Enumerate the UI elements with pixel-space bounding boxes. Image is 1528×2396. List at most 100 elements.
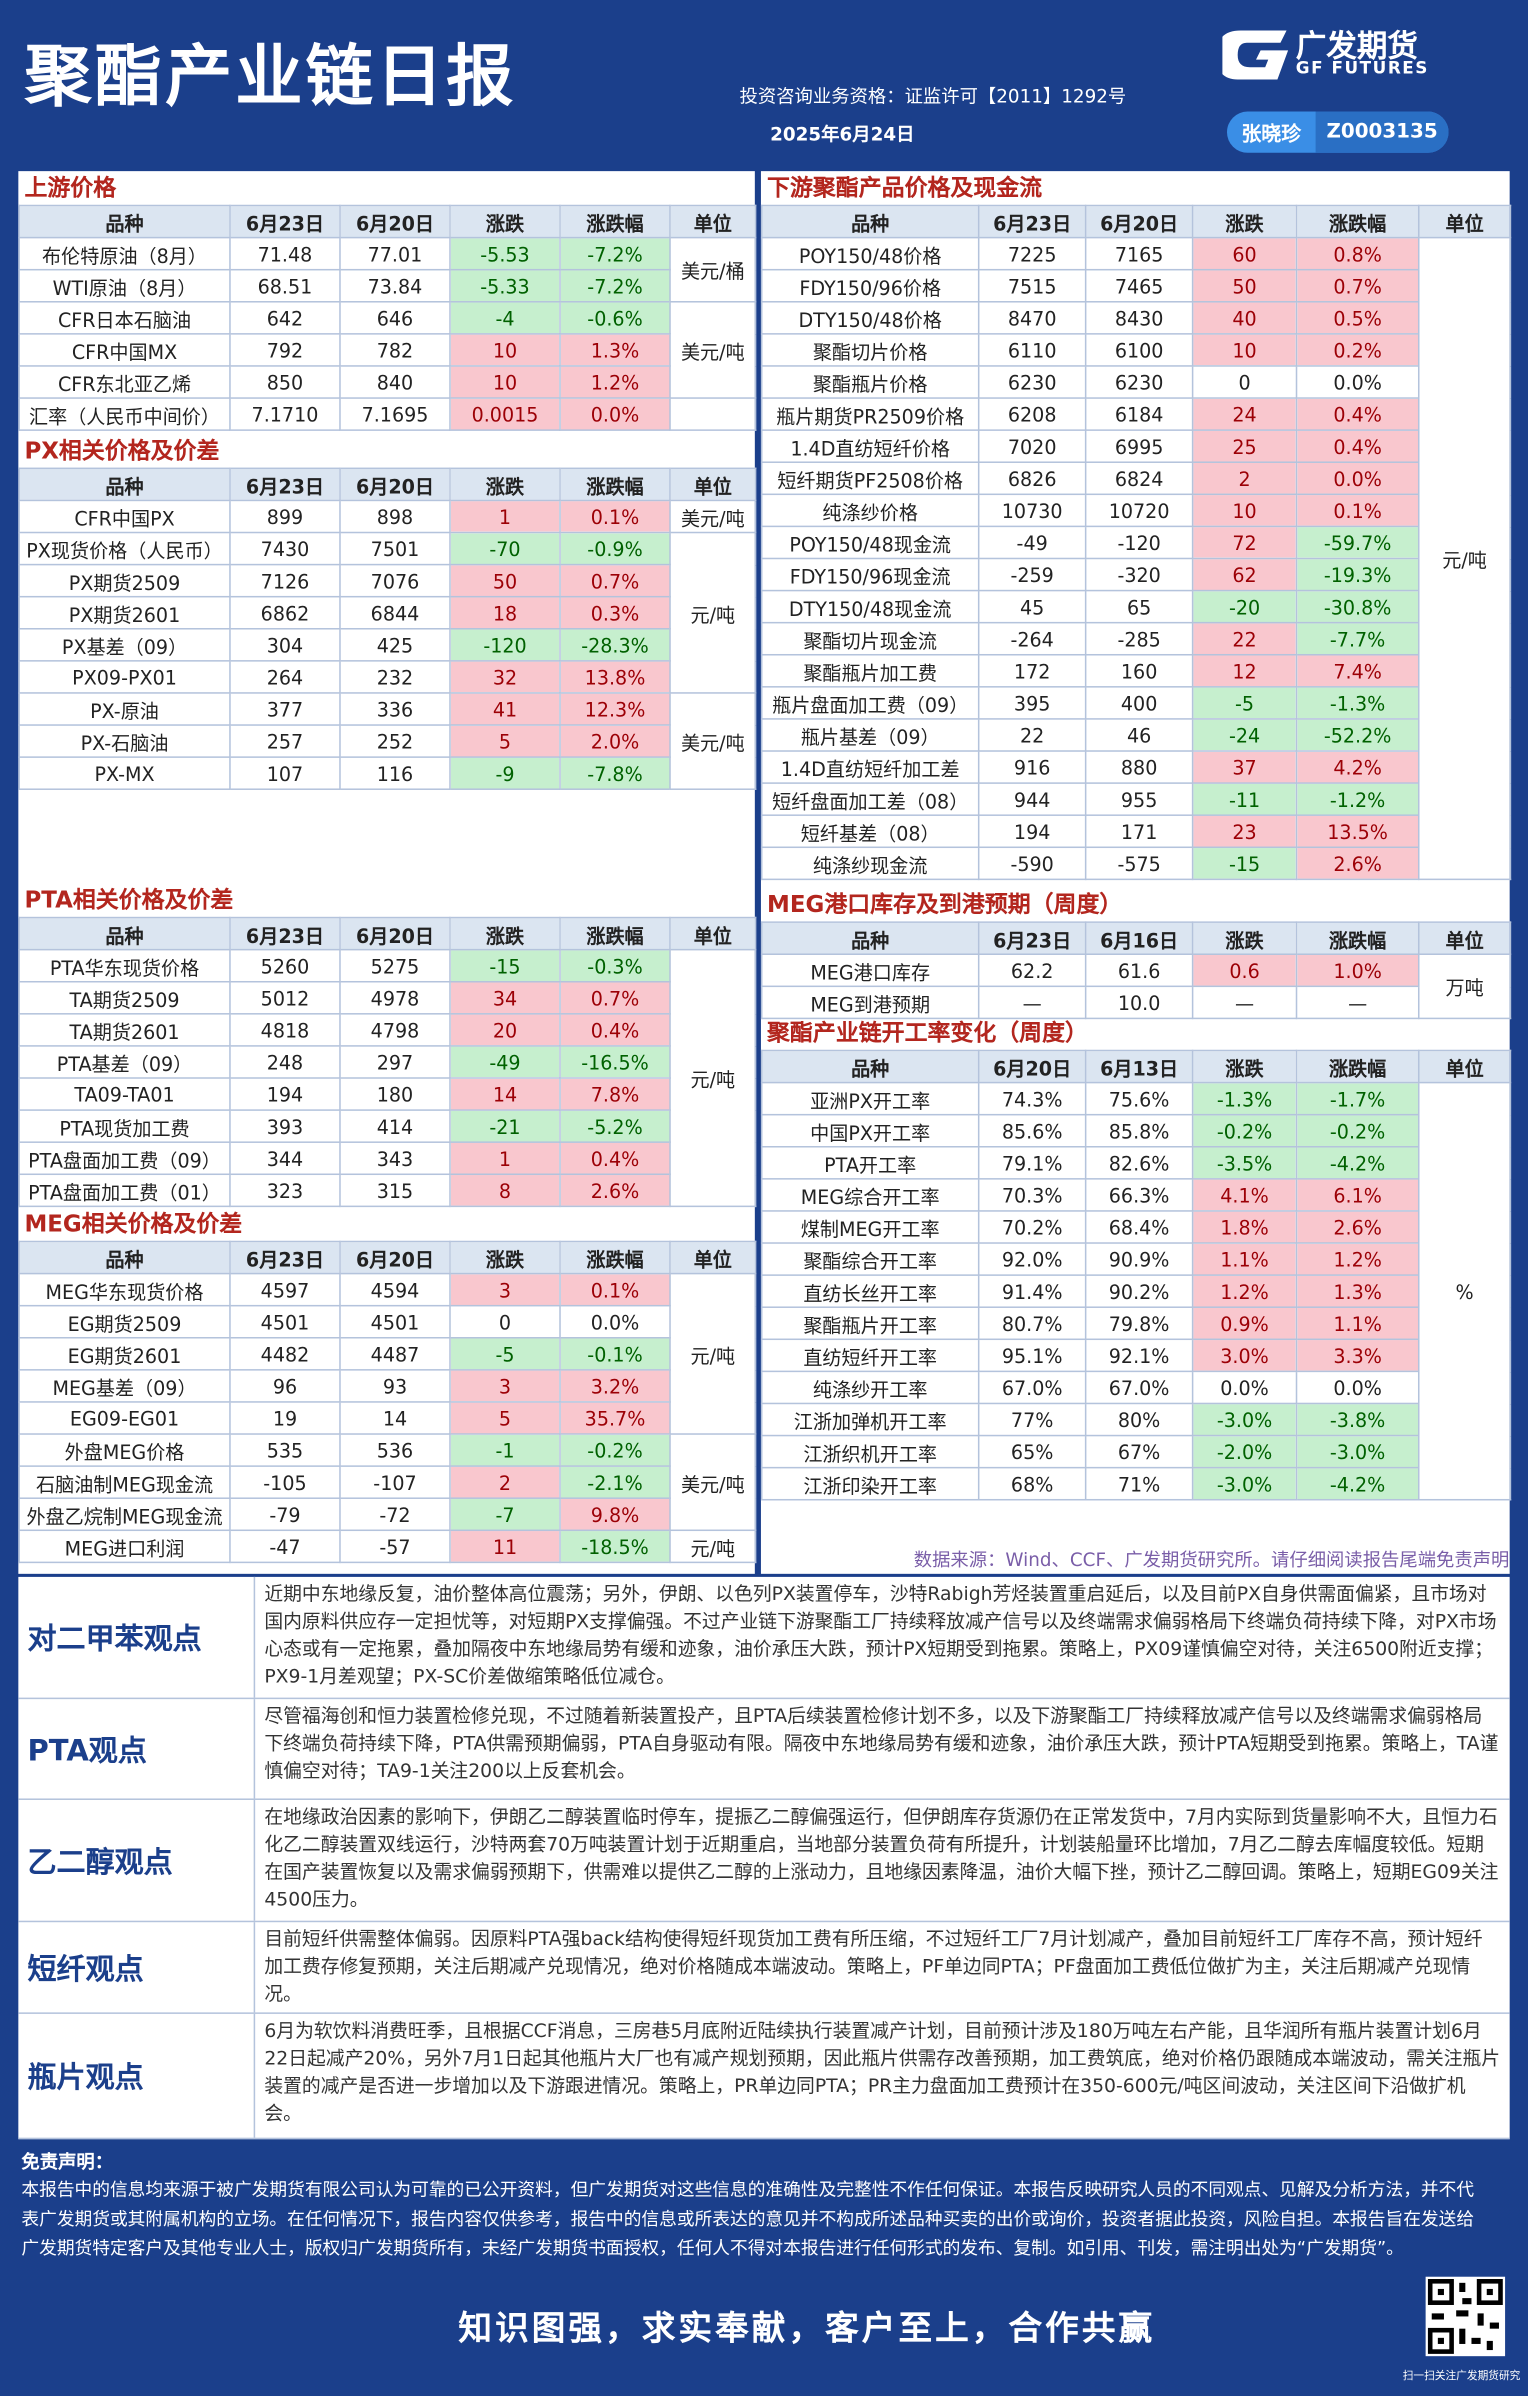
data-row: CFR中国PX 899 898 1 0.1% 美元/吨 [18, 499, 757, 534]
section: 上游价格 品种 6月23日 6月20日 涨跌 涨跌幅 单位 布伦特原油（8月） 71.48 77.… [18, 171, 757, 431]
cell: 4818 [229, 1013, 341, 1047]
section: 下游聚酯产品价格及现金流 品种 6月23日 6月20日 涨跌 涨跌幅 单位 POY150/48… [760, 171, 1512, 881]
header-row: 品种 6月23日 6月16日 涨跌 涨跌幅 单位 [760, 921, 1512, 956]
cell: 6184 [1084, 397, 1194, 431]
report-date: 2025年6月24日 [770, 123, 915, 146]
cell: 0.5% [1295, 301, 1420, 335]
column-header: 6月23日 [977, 204, 1087, 239]
cell: 12 [1191, 653, 1298, 688]
cell: -264 [977, 621, 1087, 656]
cell: 67.0% [1084, 1370, 1194, 1405]
view-text: 在地缘政治因素的影响下，伊朗乙二醇装置临时停车，提振乙二醇偏强运行，但伊朗库存货… [264, 1806, 1499, 1910]
column-header: 品种 [760, 921, 980, 956]
item-name: 外盘乙烷制MEG现金流 [18, 1497, 231, 1532]
cell: 395 [977, 686, 1087, 720]
cell: -49 [977, 525, 1087, 560]
cell: 1.3% [559, 333, 671, 367]
column-header: 6月23日 [229, 467, 341, 502]
cell: -21 [449, 1109, 561, 1143]
item-name: PX09-PX01 [18, 660, 231, 694]
data-row: 江浙印染开工率 68% 71% -3.0% -4.2% [760, 1466, 1511, 1501]
item-name: MEG到港预期 [760, 985, 980, 1020]
cell: -7 [449, 1497, 561, 1532]
cell: -259 [977, 557, 1087, 592]
column-header: 涨跌 [1191, 204, 1298, 239]
source-note: 数据来源：Wind、CCF、广发期货研究所。请仔细阅读报告尾端免责声明 [913, 1549, 1510, 1571]
data-row: 中国PX开工率 85.6% 85.8% -0.2% -0.2% [760, 1113, 1511, 1148]
cell: -7.8% [559, 756, 671, 790]
data-row: CFR东北亚乙烯 850 840 10 1.2% [18, 365, 755, 399]
item-name: TA期货2509 [18, 980, 231, 1015]
cell: -575 [1084, 846, 1194, 881]
analyst-name: 张晓珍 [1241, 123, 1302, 147]
cell: 92.0% [977, 1242, 1087, 1276]
section-title: MEG相关价格及价差 [24, 1210, 243, 1238]
cell: 25 [1191, 429, 1298, 463]
cell: -5.53 [449, 236, 561, 271]
cell: 252 [339, 724, 451, 758]
unit-cell [669, 397, 757, 431]
item-name: 石脑油制MEG现金流 [18, 1465, 231, 1499]
data-row: FDY150/96价格 7515 7465 50 0.7% [760, 268, 1511, 303]
data-row: 外盘MEG价格 535 536 -1 -0.2% 美元/吨 [18, 1433, 757, 1532]
column-header: 涨跌 [449, 1240, 561, 1275]
column-header: 单位 [669, 916, 757, 951]
cell: -72 [339, 1497, 451, 1532]
cell: 10720 [1084, 493, 1194, 528]
cell: 35.7% [559, 1401, 671, 1435]
cell: 336 [339, 692, 451, 726]
cell: -11 [1191, 782, 1298, 816]
cell: 916 [977, 750, 1087, 784]
data-row: 聚酯瓶片开工率 80.7% 79.8% 0.9% 1.1% [760, 1306, 1511, 1341]
cell: 7020 [977, 429, 1087, 463]
data-table: 品种 6月23日 6月20日 涨跌 涨跌幅 单位 布伦特原油（8月） 71.48 77.01 -5… [18, 204, 757, 431]
data-row: 1.4D直纺短纤价格 7020 6995 25 0.4% [760, 429, 1511, 463]
item-name: MEG进口利润 [18, 1529, 231, 1564]
view-row: PTA观点 尽管福海创和恒力装置检修兑现，不过随着新装置投产，且PTA后续装置检修… [18, 1699, 1510, 1800]
cell: 4501 [339, 1304, 451, 1339]
cell: 0.9% [1191, 1306, 1298, 1341]
view-row: 瓶片观点 6月为软饮料消费旺季，且根据CCF消息，三房巷5月底附近陆续执行装置减产… [18, 2013, 1510, 2140]
cell: -107 [339, 1465, 451, 1499]
data-row: TA09-TA01 194 180 14 7.8% [18, 1077, 755, 1111]
item-name: 亚洲PX开工率 [760, 1081, 980, 1116]
data-row: EG期货2509 4501 4501 0 0.0% [18, 1304, 755, 1339]
cell: -590 [977, 846, 1087, 881]
header-row: 品种 6月23日 6月20日 涨跌 涨跌幅 单位 [18, 467, 757, 502]
view-text: 目前短纤供需整体偏弱。因原料PTA强back结构使得短纤现货加工费有所压缩，不过… [264, 1928, 1483, 2005]
section: PX相关价格及价差 品种 6月23日 6月20日 涨跌 涨跌幅 单位 CFR中国PX 899 89… [18, 434, 757, 790]
cell: 840 [339, 365, 451, 399]
cell: 40 [1191, 301, 1298, 335]
cell: 41 [449, 692, 561, 726]
item-name: PX期货2601 [18, 595, 231, 630]
cell: 75.6% [1084, 1081, 1194, 1116]
cell: 304 [229, 628, 341, 662]
cell: -49 [449, 1045, 561, 1079]
cell: 646 [339, 301, 451, 335]
data-row: EG09-EG01 19 14 5 35.7% [18, 1401, 755, 1435]
cell: 50 [1191, 268, 1298, 303]
cell: 0.0% [1191, 1370, 1298, 1405]
cell: 315 [339, 1173, 451, 1208]
data-table: 品种 6月23日 6月20日 涨跌 涨跌幅 单位 MEG华东现货价格 4597 4594 3 0.1… [18, 1240, 757, 1564]
cell: 1 [449, 499, 561, 534]
cell: 5275 [339, 948, 451, 983]
cell: 10 [1191, 333, 1298, 367]
cell: 85.6% [977, 1113, 1087, 1148]
data-row: WTI原油（8月） 68.51 73.84 -5.33 -7.2% [18, 268, 755, 303]
data-row: 聚酯综合开工率 92.0% 90.9% 1.1% 1.2% [760, 1242, 1511, 1276]
cell: 65% [977, 1434, 1087, 1469]
cell: 3 [449, 1369, 561, 1403]
cell: -4 [449, 301, 561, 335]
cell: 1.8% [1191, 1210, 1298, 1244]
cell: 11 [449, 1529, 561, 1564]
cell: 0.0% [1295, 365, 1420, 399]
item-name: 外盘MEG价格 [18, 1433, 231, 1467]
cell: 393 [229, 1109, 341, 1143]
column-header: 涨跌 [449, 204, 561, 239]
data-row: DTY150/48价格 8470 8430 40 0.5% [760, 301, 1511, 335]
column-header: 涨跌幅 [559, 916, 671, 951]
cell: 2.0% [559, 724, 671, 758]
view-label: 短纤观点 [18, 1922, 256, 2013]
column-header: 品种 [18, 467, 231, 502]
